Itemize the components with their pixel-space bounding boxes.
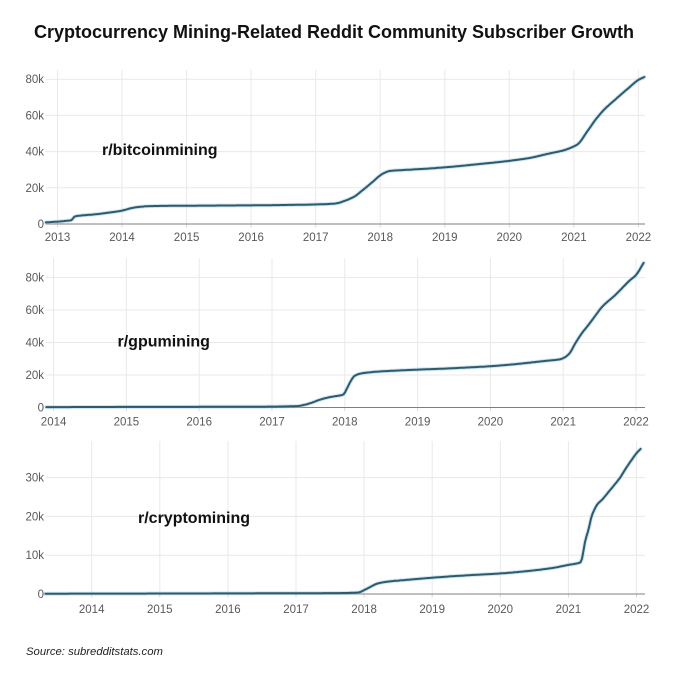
svg-text:0: 0: [38, 219, 44, 231]
svg-text:2021: 2021: [550, 417, 576, 429]
svg-text:20k: 20k: [25, 370, 44, 382]
svg-text:2017: 2017: [259, 417, 285, 429]
svg-text:2015: 2015: [174, 232, 200, 244]
svg-text:2015: 2015: [147, 604, 173, 616]
svg-text:r/cryptomining: r/cryptomining: [138, 510, 250, 527]
svg-text:2014: 2014: [79, 604, 105, 616]
svg-text:2018: 2018: [332, 417, 358, 429]
svg-text:20k: 20k: [25, 183, 44, 195]
svg-text:2013: 2013: [45, 232, 71, 244]
svg-text:2022: 2022: [626, 232, 652, 244]
svg-text:r/bitcoinmining: r/bitcoinmining: [102, 142, 218, 159]
svg-text:2016: 2016: [186, 417, 212, 429]
svg-text:Source: subredditstats.com: Source: subredditstats.com: [26, 646, 163, 658]
svg-text:20k: 20k: [25, 511, 44, 523]
svg-text:40k: 40k: [25, 147, 44, 159]
svg-text:2017: 2017: [303, 232, 329, 244]
svg-text:2018: 2018: [351, 604, 377, 616]
svg-text:2020: 2020: [497, 232, 523, 244]
svg-text:2021: 2021: [561, 232, 587, 244]
svg-text:80k: 80k: [25, 74, 44, 86]
svg-text:2021: 2021: [556, 604, 582, 616]
svg-text:2020: 2020: [488, 604, 514, 616]
svg-text:60k: 60k: [25, 110, 44, 122]
svg-text:0: 0: [38, 589, 44, 601]
svg-text:2022: 2022: [624, 604, 650, 616]
svg-text:r/gpumining: r/gpumining: [118, 334, 210, 351]
svg-text:30k: 30k: [25, 473, 44, 485]
svg-text:0: 0: [38, 403, 44, 415]
svg-text:80k: 80k: [25, 273, 44, 285]
svg-text:2014: 2014: [41, 417, 67, 429]
svg-text:40k: 40k: [25, 338, 44, 350]
svg-text:2020: 2020: [478, 417, 504, 429]
svg-text:2018: 2018: [367, 232, 393, 244]
svg-text:2017: 2017: [283, 604, 309, 616]
svg-text:60k: 60k: [25, 305, 44, 317]
svg-text:2014: 2014: [109, 232, 135, 244]
svg-text:Cryptocurrency Mining-Related: Cryptocurrency Mining-Related Reddit Com…: [34, 22, 634, 42]
svg-text:2019: 2019: [432, 232, 458, 244]
svg-text:2016: 2016: [238, 232, 264, 244]
svg-text:2015: 2015: [114, 417, 140, 429]
svg-text:2022: 2022: [623, 417, 649, 429]
svg-text:10k: 10k: [25, 550, 44, 562]
svg-text:2019: 2019: [405, 417, 431, 429]
svg-text:2019: 2019: [419, 604, 445, 616]
svg-text:2016: 2016: [215, 604, 241, 616]
